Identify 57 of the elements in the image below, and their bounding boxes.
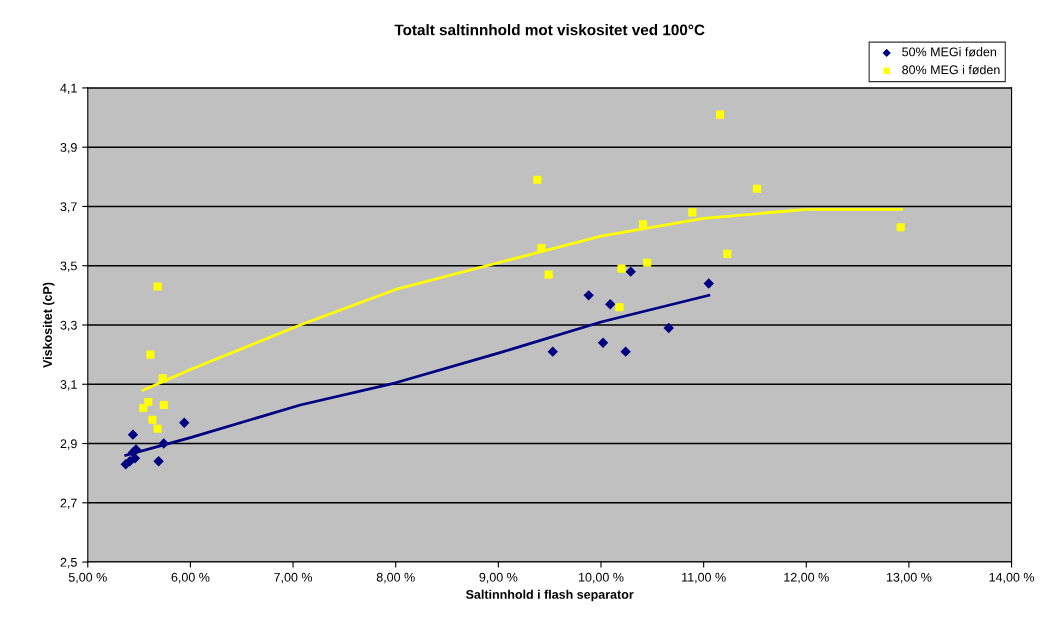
- chart-title: Totalt saltinnhold mot viskositet ved 100°C: [394, 24, 705, 36]
- point: [533, 175, 542, 184]
- point: [752, 184, 762, 193]
- y-tick-label: 2,7: [60, 498, 77, 509]
- x-tick-label: 10,00 %: [579, 572, 624, 584]
- point: [620, 346, 631, 357]
- y-axis-title: Viskositet (cP): [42, 282, 55, 368]
- point: [723, 249, 732, 258]
- x-tick-label: 6,00 %: [171, 572, 210, 584]
- point: [158, 438, 169, 449]
- y-tick-label: 2,9: [60, 439, 77, 450]
- y-tick-label: 3,3: [60, 320, 77, 332]
- y-tick-label: 3,7: [60, 202, 77, 213]
- point: [153, 282, 162, 291]
- point: [148, 415, 157, 424]
- x-tick-label: 14,00 %: [989, 572, 1035, 584]
- point: [179, 417, 190, 428]
- point: [617, 264, 626, 273]
- point: [139, 403, 148, 413]
- point: [153, 424, 162, 433]
- x-tick-label: 9,00 %: [479, 572, 518, 584]
- x-tick-label: 7,00 %: [274, 572, 313, 584]
- y-tick-label: 2,5: [60, 557, 77, 569]
- x-tick-label: 13,00 %: [886, 572, 932, 584]
- point: [547, 346, 558, 357]
- point: [703, 278, 714, 289]
- point: [639, 220, 648, 229]
- legend-label: 80% MEG i føden: [902, 65, 1000, 75]
- legend-label: 50% MEGi føden: [902, 47, 997, 57]
- point: [583, 290, 594, 301]
- point: [537, 243, 546, 252]
- point: [605, 299, 616, 310]
- point: [663, 322, 674, 334]
- point: [158, 374, 167, 383]
- point: [544, 270, 553, 279]
- y-tick-label: 3,1: [60, 380, 77, 391]
- x-tick-label: 11,00 %: [682, 572, 726, 584]
- point: [146, 350, 155, 359]
- x-tick-label: 5,00 %: [68, 572, 107, 584]
- point: [127, 429, 139, 440]
- point: [643, 258, 652, 267]
- point: [597, 337, 609, 348]
- point: [120, 459, 131, 470]
- point: [716, 110, 725, 119]
- point: [625, 266, 636, 277]
- line-series: [141, 208, 904, 392]
- y-tick-label: 3,9: [60, 142, 77, 154]
- y-tick-label: 4,1: [60, 83, 77, 95]
- y-tick-label: 3,5: [60, 261, 77, 272]
- x-tick-label: 8,00 %: [376, 572, 415, 584]
- point: [688, 208, 697, 217]
- point: [153, 456, 164, 467]
- point: [615, 303, 624, 312]
- point: [896, 223, 905, 232]
- point: [159, 400, 168, 410]
- x-axis-title: Saltinnhold i flash separator: [465, 589, 634, 602]
- x-tick-label: 12,00 %: [784, 572, 829, 584]
